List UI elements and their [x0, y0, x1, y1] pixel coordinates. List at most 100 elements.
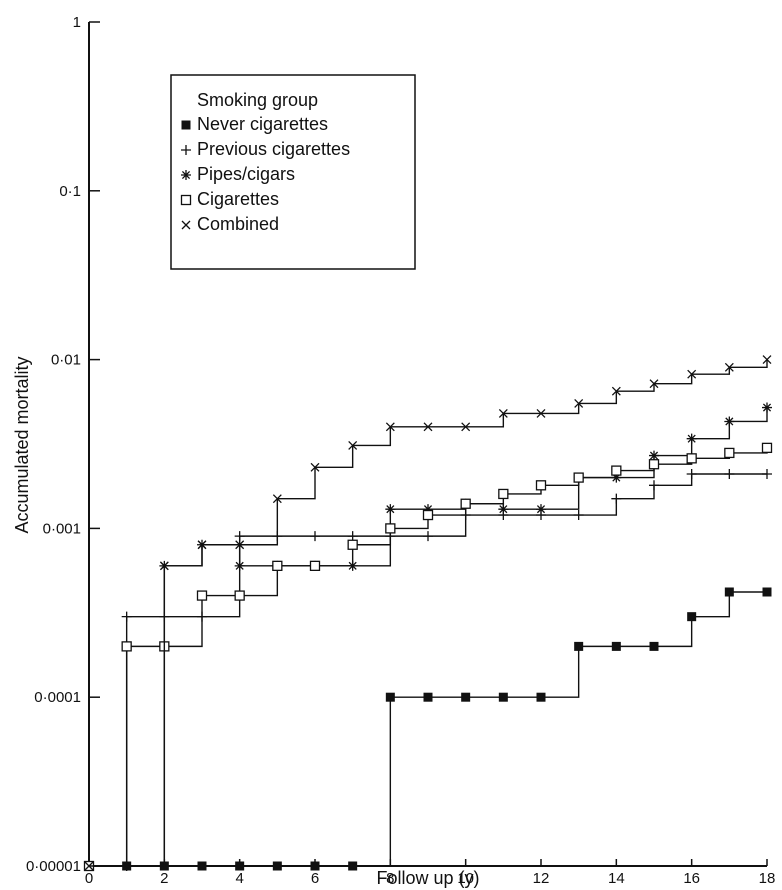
data-point — [385, 504, 396, 515]
series-never-cigarettes — [84, 587, 772, 871]
data-point — [385, 422, 395, 432]
y-axis-title: Accumulated mortality — [12, 356, 32, 533]
data-point — [536, 692, 546, 702]
data-point — [121, 611, 132, 622]
data-point — [423, 692, 433, 702]
data-point — [573, 510, 584, 521]
data-point — [461, 422, 471, 432]
data-point — [84, 861, 94, 871]
y-tick-label: 0·001 — [43, 520, 81, 537]
series-combined — [84, 355, 772, 871]
data-point — [761, 442, 773, 454]
x-tick-label: 14 — [608, 870, 625, 887]
data-point — [347, 539, 358, 550]
data-point — [196, 590, 208, 601]
data-point — [762, 469, 772, 480]
legend-entry: Cigarettes — [197, 189, 279, 209]
data-point — [762, 402, 772, 413]
data-point — [649, 450, 659, 461]
legend: Smoking group Never cigarettes Previous c… — [170, 74, 416, 270]
data-point — [648, 459, 660, 470]
data-point — [310, 861, 320, 871]
data-point — [611, 386, 621, 396]
y-tick-label: 1 — [73, 14, 81, 31]
data-point — [649, 480, 659, 491]
data-point — [498, 504, 509, 515]
data-point — [573, 472, 584, 483]
series-line — [89, 447, 768, 867]
data-point — [498, 408, 508, 418]
data-point — [649, 379, 659, 389]
data-point — [309, 560, 321, 571]
data-point — [611, 465, 622, 476]
legend-marker — [181, 120, 191, 130]
data-point — [121, 641, 132, 652]
x-axis-title: Follow up (y) — [376, 868, 479, 888]
series-pipes-cigars — [84, 402, 772, 871]
data-point — [686, 469, 697, 480]
data-point — [574, 398, 584, 408]
data-point — [423, 504, 433, 515]
legend-entry: Combined — [197, 214, 279, 234]
x-tick-label: 10 — [457, 870, 474, 887]
data-point — [686, 453, 697, 464]
data-point — [347, 531, 358, 542]
x-tick-label: 12 — [533, 870, 550, 887]
y-tick-label: 0·0001 — [34, 689, 81, 706]
data-point — [197, 861, 207, 871]
data-point — [724, 362, 734, 372]
series-line — [89, 359, 768, 867]
data-point — [724, 587, 734, 597]
data-point — [272, 560, 283, 571]
data-point — [611, 641, 621, 651]
data-point — [272, 861, 282, 871]
data-point — [536, 504, 546, 515]
legend-box — [170, 74, 416, 270]
x-tick-label: 0 — [85, 870, 93, 887]
data-point — [310, 462, 320, 472]
legend-entry: Pipes/cigars — [197, 164, 295, 184]
data-point — [159, 561, 169, 571]
data-point — [197, 540, 207, 550]
legend-marker — [180, 194, 192, 206]
y-tick-label: 0·01 — [51, 352, 81, 369]
data-point — [611, 493, 622, 504]
data-point — [423, 531, 433, 542]
data-point — [762, 587, 772, 597]
legend-marker — [181, 170, 191, 180]
data-point — [687, 369, 697, 379]
data-point — [423, 422, 433, 432]
data-point — [686, 433, 697, 444]
data-point — [574, 641, 584, 651]
data-point — [498, 488, 509, 500]
x-tick-label: 18 — [759, 870, 776, 887]
legend-entry: Never cigarettes — [197, 114, 328, 134]
data-point — [235, 861, 245, 871]
data-point — [762, 355, 772, 365]
data-point — [536, 408, 546, 418]
x-tick-label: 6 — [311, 870, 319, 887]
x-tick-label: 8 — [386, 870, 394, 887]
data-point — [460, 498, 471, 509]
x-tick-label: 16 — [683, 870, 700, 887]
data-point — [724, 447, 735, 459]
x-tick-label: 4 — [235, 870, 243, 887]
series-line — [89, 407, 768, 867]
data-point — [235, 540, 245, 550]
y-tick-label: 0·1 — [59, 183, 81, 200]
legend-entry: Previous cigarettes — [197, 139, 350, 159]
data-point — [687, 612, 697, 622]
data-point — [272, 494, 282, 504]
data-point — [385, 692, 395, 702]
x-tick-label: 2 — [160, 870, 168, 887]
data-point — [649, 641, 659, 651]
series-previous-cigarettes — [84, 469, 772, 871]
y-tick-label: 0·00001 — [26, 858, 81, 875]
data-point — [498, 692, 508, 702]
data-point — [385, 523, 396, 534]
data-point — [461, 692, 471, 702]
data-point — [724, 469, 735, 480]
data-point — [348, 440, 358, 450]
data-point — [310, 531, 320, 542]
